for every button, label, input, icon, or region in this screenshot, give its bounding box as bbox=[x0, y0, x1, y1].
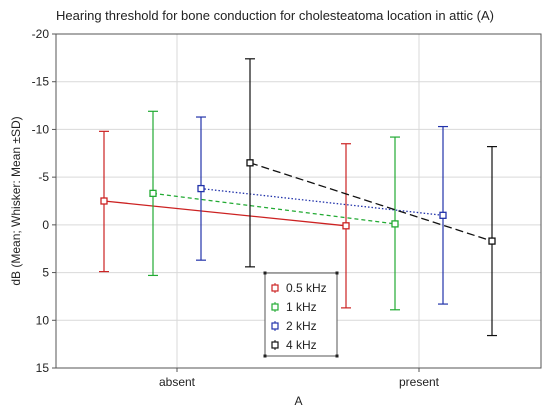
series-0 bbox=[99, 130, 351, 309]
x-axis-ticks: absent present bbox=[159, 368, 440, 389]
y-tick-label: 10 bbox=[36, 313, 50, 327]
y-tick-label: 15 bbox=[36, 361, 50, 375]
legend-entry: 1 kHz bbox=[271, 300, 317, 314]
y-tick-label: -15 bbox=[32, 75, 50, 89]
legend-entry: 2 kHz bbox=[271, 319, 317, 333]
series-line bbox=[103, 200, 347, 227]
legend-label: 0.5 kHz bbox=[286, 281, 327, 295]
legend-label: 1 kHz bbox=[286, 300, 317, 314]
mean-marker bbox=[149, 189, 157, 198]
y-tick-label: -20 bbox=[32, 27, 50, 41]
y-axis-label: dB (Mean; Whisker: Mean ±SD) bbox=[9, 116, 23, 285]
legend-entry: 0.5 kHz bbox=[271, 281, 327, 295]
legend-handle bbox=[263, 354, 267, 358]
series-3 bbox=[245, 58, 497, 337]
series-line bbox=[249, 162, 493, 242]
legend: 0.5 kHz 1 kHz 2 kHz 4 kHz bbox=[263, 271, 339, 358]
y-tick-label: 0 bbox=[42, 218, 49, 232]
y-axis-ticks: 15 10 5 0 -5 -10 -15 -20 bbox=[32, 27, 56, 375]
series-1 bbox=[148, 110, 400, 311]
x-axis-label: A bbox=[294, 394, 302, 408]
legend-marker bbox=[271, 322, 279, 330]
mean-marker bbox=[439, 211, 447, 219]
legend-handle bbox=[263, 271, 267, 275]
grid bbox=[56, 33, 541, 369]
series-layer bbox=[99, 58, 497, 337]
mean-marker bbox=[100, 197, 108, 205]
legend-label: 4 kHz bbox=[286, 338, 317, 352]
series-2 bbox=[196, 116, 448, 305]
legend-marker bbox=[271, 284, 279, 292]
y-tick-label: -10 bbox=[32, 122, 50, 136]
mean-marker bbox=[246, 159, 254, 167]
mean-marker bbox=[342, 222, 350, 230]
mean-marker bbox=[197, 184, 205, 193]
legend-handle bbox=[335, 354, 339, 358]
y-tick-label: 5 bbox=[42, 266, 49, 280]
x-tick-label: present bbox=[399, 375, 440, 389]
legend-handle bbox=[335, 271, 339, 275]
legend-marker bbox=[271, 341, 279, 349]
legend-entry: 4 kHz bbox=[271, 338, 317, 352]
x-tick-label: absent bbox=[159, 375, 196, 389]
series-line bbox=[200, 187, 444, 216]
mean-marker bbox=[488, 237, 496, 245]
legend-marker bbox=[271, 303, 279, 311]
plot-frame bbox=[55, 33, 542, 369]
mean-marker bbox=[391, 220, 399, 228]
legend-label: 2 kHz bbox=[286, 319, 317, 333]
chart-title: Hearing threshold for bone conduction fo… bbox=[56, 8, 494, 23]
series-line bbox=[152, 192, 396, 225]
y-tick-label: -5 bbox=[38, 170, 49, 184]
